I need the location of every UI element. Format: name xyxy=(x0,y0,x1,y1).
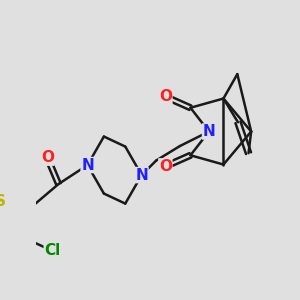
Text: S: S xyxy=(0,194,6,209)
Text: O: O xyxy=(159,159,172,174)
Text: Cl: Cl xyxy=(44,243,61,258)
Text: N: N xyxy=(135,168,148,183)
Text: N: N xyxy=(202,124,215,139)
Text: O: O xyxy=(41,150,54,165)
Text: N: N xyxy=(81,158,94,172)
Text: O: O xyxy=(159,89,172,104)
